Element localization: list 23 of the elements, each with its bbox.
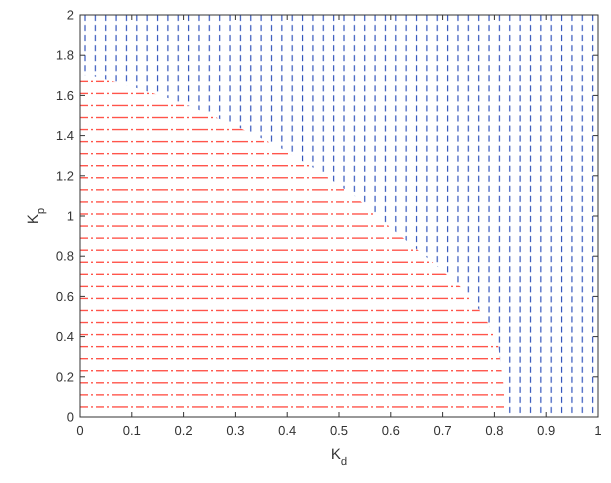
x-tick-label: 0.1	[122, 423, 141, 438]
x-tick-label: 0.8	[485, 423, 504, 438]
x-tick-label: 0.3	[226, 423, 244, 438]
y-tick-label: 2	[66, 8, 74, 22]
y-tick-label: 1.4	[56, 128, 74, 144]
x-tick-label: 0.5	[330, 423, 348, 438]
y-tick-label: 1.8	[56, 48, 74, 63]
x-axis-title: K$_{d}$	[330, 446, 348, 468]
y-tick-label: 0.2	[56, 369, 74, 384]
y-tick-label: 0.6	[56, 288, 74, 304]
x-tick-label: 0.7	[434, 423, 452, 438]
x-tick-label: 1	[594, 423, 602, 438]
y-tick-label: 0.4	[56, 329, 74, 344]
y-tick-label: 0	[66, 410, 74, 424]
x-tick-label: 0.2	[174, 423, 193, 438]
x-tick-label: 0.6	[382, 423, 400, 438]
y-tick-label: 1	[66, 208, 74, 224]
y-tick-label: 1.6	[56, 88, 74, 103]
y-tick-label: 0.8	[56, 248, 74, 264]
x-tick-label: 0	[76, 423, 84, 438]
x-tick-label: 0.4	[278, 423, 296, 438]
y-tick-label: 1.2	[56, 168, 74, 184]
x-tick-label: 0.9	[537, 423, 556, 438]
